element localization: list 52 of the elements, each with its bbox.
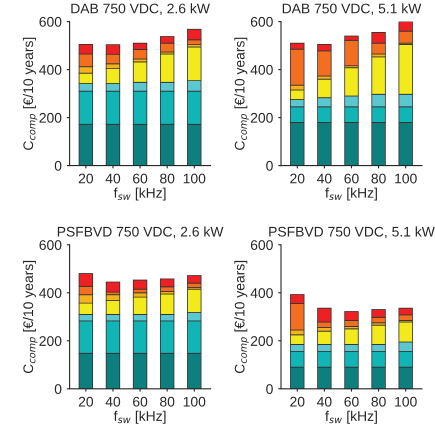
bar xyxy=(187,275,202,284)
x-tick-label: 100 xyxy=(184,174,206,184)
bar xyxy=(132,280,148,290)
y-tick-label: 0 xyxy=(266,160,273,171)
x-tick-label: 60 xyxy=(344,396,359,407)
y-tick-label: 400 xyxy=(250,64,273,75)
x-tick-label: 40 xyxy=(106,174,120,184)
x-tick-label: 80 xyxy=(160,396,174,407)
chart-title: PSFBVD 750 VDC, 5.1 kW xyxy=(269,226,435,238)
x-tick-label: 40 xyxy=(106,396,120,407)
x-tick-label: 20 xyxy=(78,396,94,407)
y-axis-title: C$_{comp}$ [€/10 years] xyxy=(22,260,38,374)
x-tick-label: 40 xyxy=(316,174,332,184)
x-tick-label: 60 xyxy=(133,396,148,407)
x-tick-label: 60 xyxy=(344,174,359,184)
y-tick-label: 0 xyxy=(54,384,62,394)
y-tick-label: 600 xyxy=(250,240,273,250)
y-tick-label: 400 xyxy=(39,288,62,298)
x-tick-label: 40 xyxy=(316,396,332,407)
y-tick-label: 600 xyxy=(39,240,62,250)
bar xyxy=(344,40,359,66)
y-axis-title: C$_{comp}$ [€/10 years] xyxy=(234,38,249,150)
chart-title: DAB 750 VDC, 2.6 kW xyxy=(71,3,210,16)
y-axis-title: C$_{comp}$ [€/10 years] xyxy=(234,260,249,374)
y-tick-label: 600 xyxy=(250,16,273,27)
y-tick-label: 0 xyxy=(266,384,273,394)
x-axis-title: f$_{sw}$ [kHz] xyxy=(325,410,377,424)
y-tick-label: 200 xyxy=(250,336,273,346)
y-tick-label: 200 xyxy=(39,112,62,123)
x-tick-label: 60 xyxy=(133,174,148,184)
x-tick-label: 80 xyxy=(371,396,386,407)
x-tick-label: 100 xyxy=(184,396,206,407)
x-tick-label: 80 xyxy=(160,174,174,184)
y-tick-label: 200 xyxy=(39,336,62,346)
x-axis-title: f$_{sw}$ [kHz] xyxy=(114,410,166,424)
x-tick-label: 20 xyxy=(290,396,304,407)
x-tick-label: 20 xyxy=(78,174,94,184)
y-tick-label: 0 xyxy=(54,160,62,171)
x-axis-title: f$_{sw}$ [kHz] xyxy=(114,188,166,201)
x-tick-label: 20 xyxy=(290,174,304,184)
y-axis-title: C$_{comp}$ [€/10 years] xyxy=(22,38,38,150)
chart-title: PSFBVD 750 VDC, 2.6 kW xyxy=(58,226,224,238)
y-tick-label: 400 xyxy=(250,288,273,298)
chart-title: DAB 750 VDC, 5.1 kW xyxy=(282,3,422,16)
x-tick-label: 100 xyxy=(395,174,417,184)
x-tick-label: 80 xyxy=(371,174,386,184)
x-axis-title: f$_{sw}$ [kHz] xyxy=(325,188,377,201)
y-tick-label: 600 xyxy=(39,16,62,27)
x-tick-label: 100 xyxy=(395,396,417,407)
y-tick-label: 200 xyxy=(250,112,273,123)
y-tick-label: 400 xyxy=(39,64,62,75)
bar xyxy=(106,282,120,292)
